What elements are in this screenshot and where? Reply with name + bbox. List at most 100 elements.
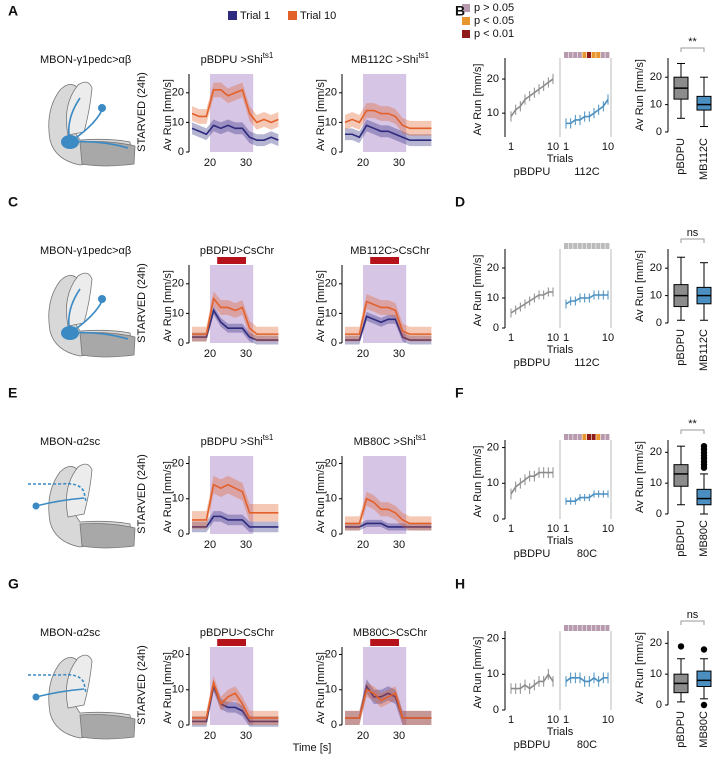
brain-schematic	[48, 81, 136, 167]
significance-square	[568, 434, 573, 440]
mbon-axon	[35, 688, 85, 698]
x-axis-label: Trials	[547, 535, 574, 547]
series-label: 112C	[574, 357, 600, 369]
significance-square	[591, 52, 596, 58]
trace-line	[191, 88, 279, 124]
brain-lobe	[79, 332, 136, 358]
brain-lobe	[79, 141, 136, 167]
y-axis-label: Av Run [mm/s]	[472, 637, 484, 709]
x-tick-label: 30	[393, 348, 405, 360]
panel-letter: D	[455, 194, 465, 210]
significance-bracket	[680, 238, 705, 243]
x-tick-label: 20	[357, 348, 369, 360]
chart-title-text: pBDPU>CsChr	[200, 627, 275, 639]
y-axis-label: Av Run [mm/s]	[162, 79, 174, 151]
y-tick-label: 10	[487, 477, 499, 489]
trial-line	[510, 78, 554, 117]
x-tick-label: 1	[508, 523, 514, 535]
x-tick-label: 1	[563, 332, 569, 344]
y-axis-label: Av Run [mm/s]	[472, 255, 484, 327]
chart-title-text: MB80C>CsChr	[353, 627, 428, 639]
panel-letter: G	[8, 576, 19, 592]
stimulus-bar	[217, 639, 246, 646]
y-axis-label: Av Run [mm/s]	[315, 270, 327, 342]
series-label: 80C	[577, 739, 597, 751]
significance-square	[573, 434, 578, 440]
x-tick-label: 30	[393, 730, 405, 742]
chart-title: pBDPU>CsChr	[200, 245, 275, 257]
y-tick-label: 0	[331, 528, 337, 540]
side-label: STARVED (24h)	[136, 72, 148, 152]
x-tick-label: 30	[393, 157, 405, 169]
x-tick-label: 20	[357, 157, 369, 169]
x-tick-label: 20	[204, 157, 216, 169]
trace-line	[345, 497, 432, 525]
chart-title-sup: ts1	[263, 51, 274, 60]
trace-line	[344, 109, 432, 130]
significance-square	[587, 625, 591, 631]
y-tick-label: 20	[172, 457, 184, 469]
chart-title-sup: ts1	[416, 433, 427, 442]
x-tick-label: pBDPU	[675, 329, 687, 366]
significance-square	[564, 434, 568, 440]
y-tick-label: 10	[172, 493, 184, 505]
side-label: STARVED (24h)	[136, 263, 148, 343]
y-tick-label: 0	[178, 719, 184, 731]
chart-title: pBDPU >Shits1	[201, 433, 274, 448]
stimulus-bar	[370, 257, 399, 264]
y-tick-label: 10	[650, 477, 662, 489]
significance-square	[564, 52, 568, 58]
sem-band	[192, 475, 279, 529]
light-shade	[363, 647, 407, 725]
x-axis-label: Trials	[547, 726, 574, 738]
y-tick-label: 10	[172, 684, 184, 696]
significance-square	[577, 52, 582, 58]
chart-title: pBDPU >Shits1	[201, 51, 274, 66]
y-axis-label: Av Run [mm/s]	[634, 441, 646, 513]
outlier	[700, 646, 708, 653]
y-tick-label: 0	[178, 337, 184, 349]
sem-band	[192, 291, 279, 342]
y-tick-label: 20	[172, 278, 184, 290]
panel-letter: C	[8, 194, 18, 210]
trial-line	[511, 672, 554, 690]
y-tick-label: 0	[656, 699, 662, 711]
x-tick-label: 30	[240, 348, 252, 360]
significance-square	[582, 52, 587, 58]
trial-line	[566, 493, 608, 502]
y-tick-label: 0	[331, 146, 337, 158]
y-tick-label: 10	[650, 289, 662, 301]
y-tick-label: 10	[325, 116, 337, 128]
significance-square	[577, 434, 582, 440]
y-tick-label: 20	[487, 262, 499, 274]
y-tick-label: 20	[325, 457, 337, 469]
significance-square	[591, 625, 596, 631]
y-tick-label: 20	[325, 87, 337, 99]
significance-square	[568, 625, 573, 631]
stimulus-bar	[217, 257, 246, 264]
brain-lobe	[65, 272, 93, 327]
x-tick-label: 1	[563, 523, 569, 535]
x-tick-label: MB80C	[698, 711, 710, 748]
x-tick-label: pBDPU	[675, 711, 687, 748]
significance-square	[596, 243, 601, 249]
mbon-axon	[28, 482, 87, 503]
x-tick-label: 10	[602, 332, 614, 344]
significance-square	[582, 243, 587, 249]
y-tick-label: 10	[325, 493, 337, 505]
y-tick-label: 20	[650, 446, 662, 458]
series-label: pBDPU	[514, 357, 551, 369]
significance-square	[605, 625, 610, 631]
y-tick-label: 0	[493, 322, 499, 334]
significance-square	[596, 625, 601, 631]
x-tick-label: 10	[547, 141, 559, 153]
box	[696, 95, 712, 111]
p-legend-swatch	[462, 17, 470, 25]
y-tick-label: 10	[172, 307, 184, 319]
y-tick-label: 0	[656, 317, 662, 329]
x-tick-label: 10	[602, 714, 614, 726]
brain-schematic	[48, 272, 136, 358]
x-tick-label: 1	[508, 141, 514, 153]
y-tick-label: 0	[178, 528, 184, 540]
